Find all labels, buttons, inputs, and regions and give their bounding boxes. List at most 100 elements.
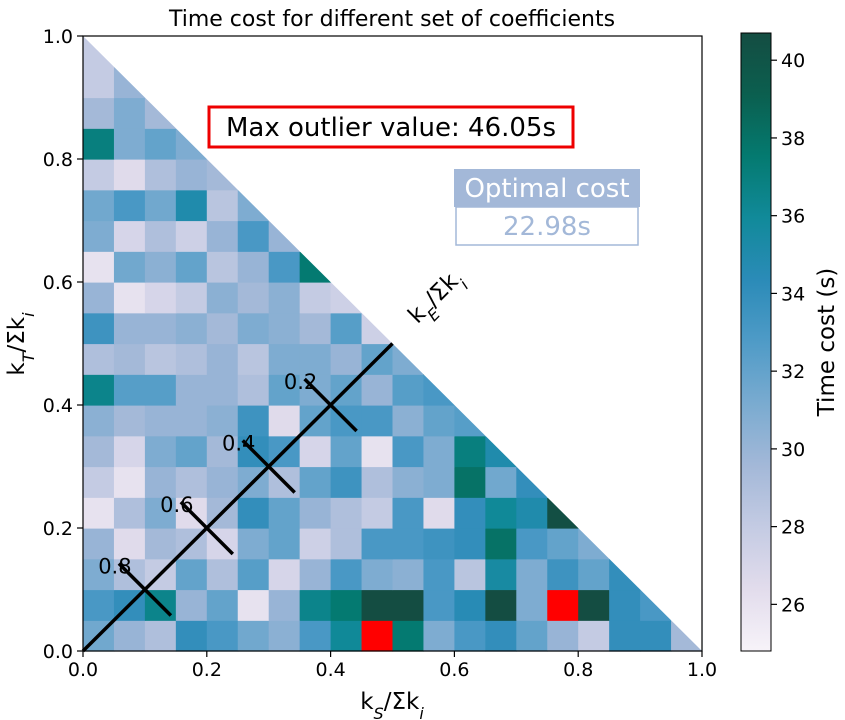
heatmap-cell (83, 589, 115, 621)
heatmap-cell (268, 528, 301, 560)
heatmap-cell (516, 497, 548, 529)
heatmap-cell (299, 497, 332, 529)
heatmap-cell (113, 189, 146, 222)
heatmap-cell (454, 497, 486, 529)
heatmap-cell (113, 97, 146, 129)
heatmap-cell (175, 343, 208, 375)
heatmap-cell (578, 589, 610, 621)
heatmap-cell (237, 497, 270, 529)
heatmap-cell (485, 528, 517, 560)
heatmap-cell (547, 620, 579, 652)
y-axis-ticks: 0.0 0.2 0.4 0.6 0.8 1.0 (43, 26, 83, 663)
heatmap-cell (268, 312, 301, 345)
heatmap-cell (268, 620, 301, 652)
heatmap-cell (83, 312, 115, 345)
heatmap-cell (361, 435, 394, 468)
heatmap-cell (392, 528, 425, 560)
x-tick-label: 0.6 (439, 659, 469, 681)
diagonal-tick-label: 0.6 (160, 493, 193, 517)
max-outlier-box (207, 105, 575, 149)
heatmap-cell (144, 435, 177, 468)
heatmap-cell (206, 435, 239, 468)
heatmap-cell (144, 405, 177, 437)
x-tick-label: 0.8 (563, 659, 593, 681)
heatmap-cell (206, 343, 239, 375)
heatmap-cell (113, 282, 146, 314)
heatmap-cell (454, 435, 486, 468)
heatmap-cell (206, 466, 239, 498)
heatmap-cell (361, 589, 394, 621)
heatmap-cell (516, 528, 548, 560)
heatmap-cell (144, 497, 177, 529)
heatmap-cell (516, 620, 548, 652)
heatmap-cell (144, 343, 177, 375)
heatmap-cell (485, 589, 517, 621)
y-tick-label: 1.0 (43, 26, 73, 48)
heatmap-cell (454, 528, 486, 560)
colorbar-tick-label: 30 (781, 439, 805, 461)
heatmap-cell (330, 312, 363, 345)
heatmap-cell (83, 528, 115, 560)
heatmap-cell (516, 558, 548, 591)
x-tick-label: 0.4 (315, 659, 345, 681)
heatmap-cell (423, 589, 455, 621)
heatmap-cell (299, 343, 332, 375)
heatmap-cell (113, 435, 146, 468)
heatmap-cell (392, 466, 425, 498)
heatmap-cell (609, 589, 641, 621)
heatmap-cell (237, 374, 270, 406)
heatmap-cell (144, 374, 177, 406)
heatmap-cell (392, 374, 425, 406)
colorbar-label: Time cost (s) (814, 268, 840, 418)
y-tick-label: 0.6 (43, 272, 73, 294)
heatmap-cell (268, 405, 301, 437)
y-axis-label: kT/Σki (4, 312, 38, 376)
heatmap-cell (144, 528, 177, 560)
heatmap-cell (485, 558, 517, 591)
heatmap-cell (578, 620, 610, 652)
heatmap-cell (578, 558, 610, 591)
heatmap-cell (392, 497, 425, 529)
heatmap-cell (83, 97, 115, 129)
heatmap-cell (83, 374, 115, 406)
heatmap-cell (206, 589, 239, 621)
heatmap-cell (144, 312, 177, 345)
heatmap-cell (206, 282, 239, 314)
heatmap-cell (299, 466, 332, 498)
y-tick-label: 0.0 (43, 641, 73, 663)
heatmap-cell (83, 497, 115, 529)
heatmap-cell (299, 435, 332, 468)
heatmap-cell (547, 558, 579, 591)
heatmap-cell (144, 159, 177, 191)
diagonal-tick-mark (117, 562, 173, 617)
heatmap-cell (423, 528, 455, 560)
heatmap-cell (175, 312, 208, 345)
heatmap-cell (83, 159, 115, 191)
plot-frame (82, 35, 703, 652)
diagonal-tick-label: 0.2 (284, 370, 317, 394)
heatmap-cell (268, 251, 301, 283)
heatmap-cell (237, 312, 270, 345)
x-tick-label: 1.0 (687, 659, 717, 681)
diagonal-tick-mark (179, 500, 235, 556)
heatmap-cell (330, 620, 363, 652)
heatmap-cell (454, 589, 486, 621)
heatmap-cell (175, 405, 208, 437)
optimal-cost-label-box (454, 169, 640, 207)
heatmap-cell (113, 251, 146, 283)
heatmap-cell (361, 374, 394, 406)
heatmap-cell (83, 189, 115, 222)
heatmap-cell (299, 620, 332, 652)
diagonal-tick-label: 0.4 (222, 432, 255, 456)
heatmap-cell (268, 589, 301, 621)
heatmap-cell (113, 497, 146, 529)
heatmap-cell (144, 189, 177, 222)
heatmap-cell (330, 558, 363, 591)
heatmap-cell (206, 312, 239, 345)
heatmap-cell (83, 66, 115, 99)
heatmap-cell (268, 343, 301, 375)
heatmap-cell (423, 466, 455, 498)
diagonal-tick-mark (241, 439, 296, 494)
heatmap-cell (392, 589, 425, 621)
optimal-cost-value-box (455, 206, 639, 246)
